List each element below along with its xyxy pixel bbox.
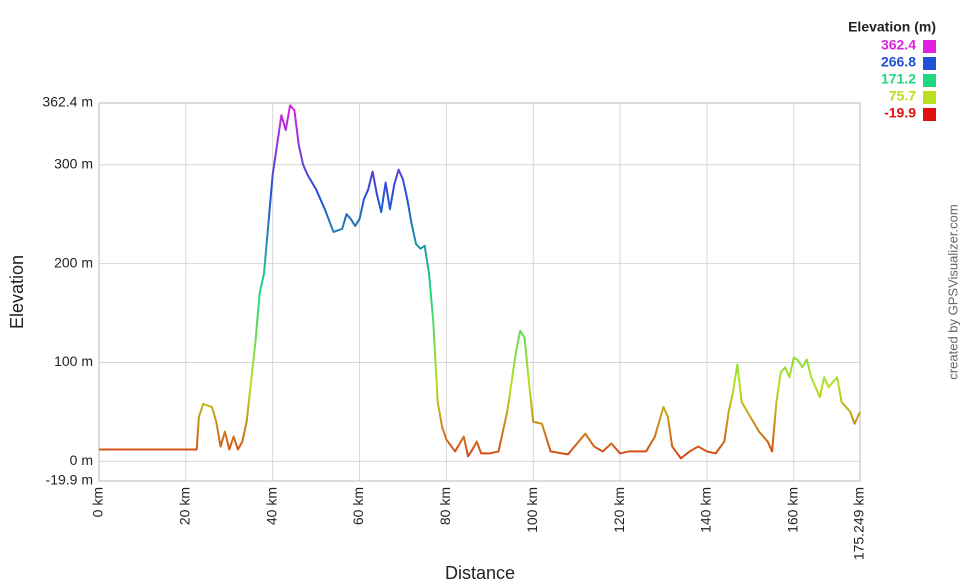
legend-title: Elevation (m) bbox=[848, 19, 936, 35]
credit: created by GPSVisualizer.com bbox=[945, 204, 960, 379]
x-tick-label: 0 km bbox=[90, 487, 106, 517]
legend-value: 362.4 bbox=[881, 37, 916, 53]
x-tick-label: 80 km bbox=[437, 487, 453, 525]
legend-value: 266.8 bbox=[881, 54, 916, 70]
legend-swatch bbox=[923, 108, 936, 121]
x-tick-label: 20 km bbox=[177, 487, 193, 525]
legend-swatch bbox=[923, 91, 936, 104]
x-tick-label: 60 km bbox=[350, 487, 366, 525]
x-tick-label: 120 km bbox=[611, 487, 627, 533]
x-tick-label: 100 km bbox=[524, 487, 540, 533]
y-tick-label: 100 m bbox=[54, 353, 93, 369]
x-tick-label: 40 km bbox=[263, 487, 279, 525]
elevation-line bbox=[99, 104, 861, 460]
x-tick-label: 140 km bbox=[698, 487, 714, 533]
y-axis-title: Elevation bbox=[7, 255, 27, 329]
x-tick-label: 175.249 km bbox=[851, 487, 867, 560]
legend-value: -19.9 bbox=[884, 105, 916, 121]
y-tick-label: 300 m bbox=[54, 155, 93, 171]
y-tick-label: 0 m bbox=[70, 452, 93, 468]
x-tick-label: 160 km bbox=[784, 487, 800, 533]
legend-value: 171.2 bbox=[881, 71, 916, 87]
legend-swatch bbox=[923, 74, 936, 87]
legend-swatch bbox=[923, 57, 936, 70]
legend-value: 75.7 bbox=[889, 88, 916, 104]
y-tick-label: 362.4 m bbox=[42, 94, 93, 110]
y-tick-label: 200 m bbox=[54, 254, 93, 270]
x-axis-title: Distance bbox=[445, 563, 515, 583]
y-tick-label: -19.9 m bbox=[46, 472, 93, 488]
legend-swatch bbox=[923, 40, 936, 53]
plot-border bbox=[98, 102, 861, 482]
